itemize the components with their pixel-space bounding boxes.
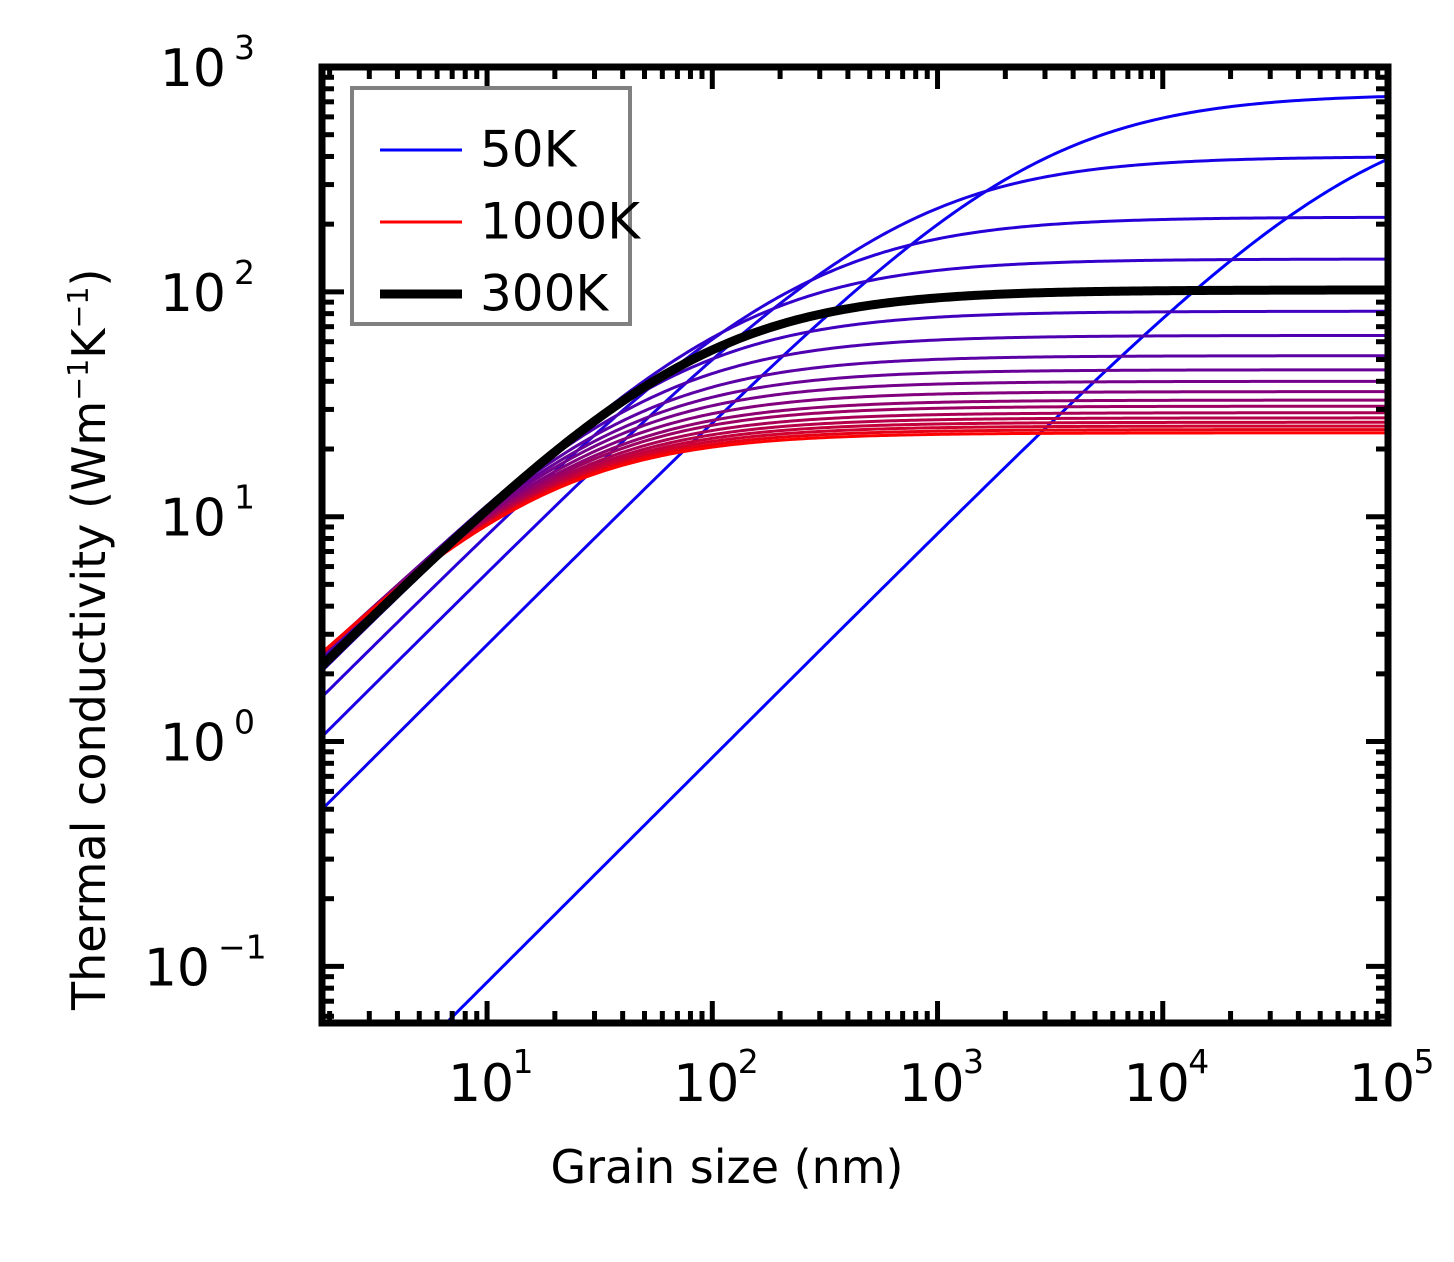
svg-text:10: 10 <box>160 264 226 324</box>
plot-frame <box>318 63 1392 1027</box>
curve-100K <box>322 95 1388 811</box>
y-tick-label: 10 −1 <box>144 927 267 998</box>
x-tick-label: 101 <box>448 1042 534 1114</box>
x-tick-label: 102 <box>673 1042 759 1114</box>
legend-box <box>350 86 632 326</box>
svg-text:10: 10 <box>160 714 226 774</box>
curves-group <box>322 95 1388 1023</box>
legend-label-300K: 300K <box>480 265 609 323</box>
x-tick-label: 104 <box>1124 1042 1210 1114</box>
x-axis-label: Grain size (nm) <box>550 1140 904 1194</box>
x-tick-label: 103 <box>898 1042 984 1114</box>
curve-700K <box>322 404 1388 656</box>
curve-200K <box>322 215 1388 698</box>
svg-text:−1: −1 <box>218 927 267 966</box>
y-axis-label: Thermal conductivity (Wm−1K−1) <box>62 268 116 1010</box>
curve-400K <box>322 333 1388 658</box>
y-tick-label: 10 1 <box>160 478 255 549</box>
y-tick-label: 10 2 <box>160 253 255 324</box>
svg-text:10: 10 <box>1349 1054 1415 1114</box>
svg-text:10: 10 <box>673 1054 739 1114</box>
axis-ticks <box>322 64 1391 1023</box>
svg-text:10: 10 <box>144 938 210 998</box>
svg-text:2: 2 <box>234 253 255 292</box>
svg-text:4: 4 <box>1188 1042 1209 1081</box>
curve-1000K <box>322 431 1388 654</box>
svg-text:2: 2 <box>738 1042 759 1081</box>
legend-entry-300K[interactable]: 300K <box>380 265 609 323</box>
curve-150K <box>322 155 1388 738</box>
svg-text:3: 3 <box>963 1042 984 1081</box>
svg-text:3: 3 <box>234 28 255 67</box>
curve-750K <box>322 411 1388 655</box>
y-tick-label: 10 3 <box>160 28 255 99</box>
curve-800K <box>322 416 1388 655</box>
svg-text:0: 0 <box>234 703 255 742</box>
y-tick-label: 10 0 <box>160 703 255 774</box>
svg-text:1: 1 <box>234 478 255 517</box>
legend-label-50K: 50K <box>480 121 578 179</box>
x-tick-label: 105 <box>1349 1042 1435 1114</box>
svg-text:10: 10 <box>160 489 226 549</box>
legend-entry-50K[interactable]: 50K <box>380 121 578 179</box>
legend-label-1000K: 1000K <box>480 193 641 251</box>
svg-text:10: 10 <box>898 1054 964 1114</box>
curve-850K <box>322 420 1388 655</box>
curve-600K <box>322 390 1388 656</box>
axes-frame <box>318 63 1392 1027</box>
curve-300K <box>322 285 1388 669</box>
legend: 50K 1000K 300K <box>350 86 641 326</box>
svg-text:1: 1 <box>513 1042 534 1081</box>
legend-entry-1000K[interactable]: 1000K <box>380 193 641 251</box>
curve-50K <box>322 157 1388 1023</box>
svg-text:10: 10 <box>448 1054 514 1114</box>
svg-text:10: 10 <box>1124 1054 1190 1114</box>
svg-text:5: 5 <box>1414 1042 1435 1081</box>
svg-text:10: 10 <box>160 39 226 99</box>
